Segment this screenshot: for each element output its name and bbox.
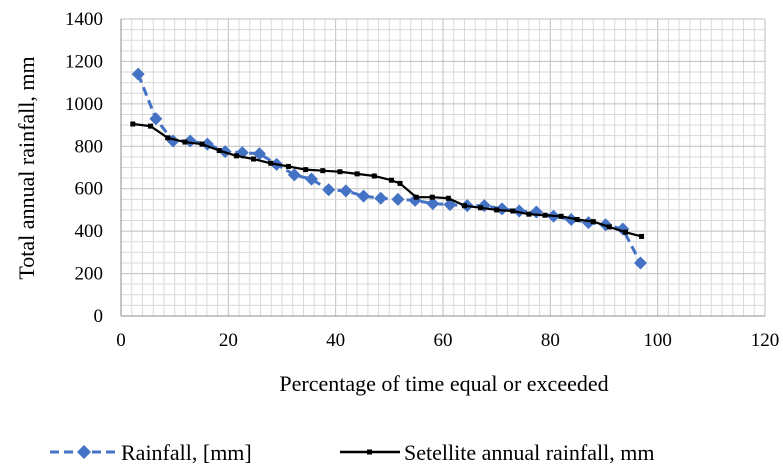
data-point [526, 211, 532, 217]
grid-layer [120, 18, 766, 317]
data-point [397, 180, 403, 186]
x-tick-label: 120 [751, 330, 780, 351]
data-point [633, 256, 647, 270]
data-point [445, 195, 451, 201]
data-point [529, 205, 543, 219]
x-axis-title: Percentage of time equal or exceeded [279, 371, 608, 396]
y-tick-label: 1200 [65, 51, 103, 72]
data-point [510, 208, 516, 214]
data-point [461, 203, 467, 209]
x-tick-label: 60 [434, 330, 453, 351]
y-tick-label: 0 [94, 306, 104, 327]
data-point [149, 112, 163, 126]
data-point [413, 194, 419, 200]
data-point [639, 233, 645, 239]
data-point [574, 216, 580, 222]
data-point [622, 229, 628, 235]
y-tick-label: 1400 [65, 9, 103, 30]
x-tick-label: 40 [326, 330, 345, 351]
data-point [251, 156, 257, 162]
data-point [182, 139, 188, 145]
x-tick-label: 20 [219, 330, 238, 351]
data-point [478, 205, 484, 211]
data-point [558, 213, 564, 219]
data-point [233, 153, 239, 159]
data-point [252, 147, 266, 161]
data-point [337, 169, 343, 175]
data-point [542, 212, 548, 218]
data-point [388, 177, 394, 183]
legend: Rainfall, [mm] Setellite annual rainfall… [50, 440, 654, 465]
y-tick-label: 200 [75, 264, 104, 285]
y-tick-label: 400 [75, 221, 104, 242]
data-point [320, 168, 326, 174]
data-point [494, 207, 500, 213]
data-point [357, 189, 371, 203]
data-point [606, 224, 612, 230]
data-point [287, 168, 301, 182]
data-point [303, 167, 309, 173]
data-point [391, 192, 405, 206]
data-point [268, 160, 274, 166]
legend-marker-rainfall [77, 445, 91, 459]
data-point [216, 148, 222, 154]
data-point [165, 135, 171, 141]
x-tick-label: 80 [541, 330, 560, 351]
x-tick-label: 0 [116, 330, 126, 351]
axes-layer [120, 19, 765, 317]
data-point [512, 204, 526, 218]
data-point [339, 184, 353, 198]
data-point [590, 219, 596, 225]
data-point [429, 194, 435, 200]
data-point [564, 212, 578, 226]
series-satellite [130, 121, 645, 239]
data-point [131, 67, 145, 81]
series-layer [130, 67, 647, 270]
data-point [374, 191, 388, 205]
legend-marker-satellite [367, 449, 372, 455]
data-point [148, 123, 154, 129]
series-line [132, 122, 642, 238]
y-tick-label: 1000 [65, 94, 103, 115]
legend-label-satellite: Setellite annual rainfall, mm [404, 440, 654, 465]
x-tick-label: 100 [643, 330, 672, 351]
y-tick-label: 800 [75, 136, 104, 157]
data-point [354, 171, 360, 177]
data-point [426, 197, 440, 211]
data-point [199, 141, 205, 147]
y-tick-label: 600 [75, 179, 104, 200]
y-axis-title: Total annual rainfall, mm [14, 56, 39, 279]
data-point [305, 172, 319, 186]
data-point [130, 121, 136, 127]
legend-label-rainfall: Rainfall, [mm] [121, 440, 252, 465]
data-point [285, 163, 291, 169]
data-point [322, 183, 336, 197]
data-point [371, 173, 377, 179]
